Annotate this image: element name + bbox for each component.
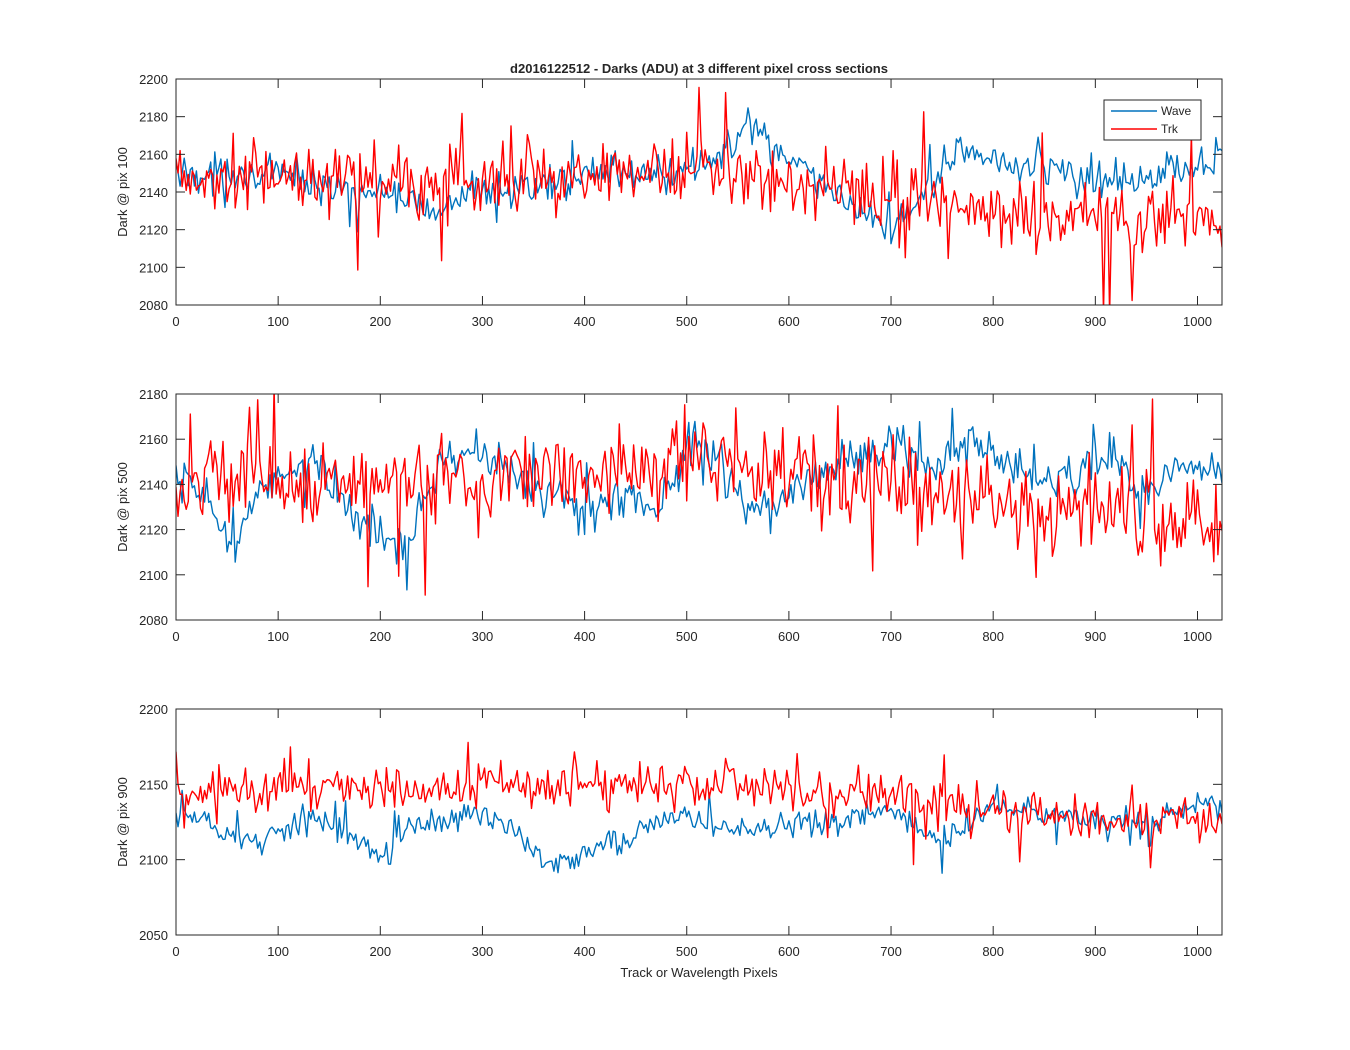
y-tick-label: 2160	[139, 432, 168, 447]
y-tick-label: 2200	[139, 72, 168, 87]
x-tick-label: 800	[982, 314, 1004, 329]
x-tick-label: 0	[172, 944, 179, 959]
y-tick-label: 2050	[139, 928, 168, 943]
chart-title: d2016122512 - Darks (ADU) at 3 different…	[510, 61, 888, 76]
subplot-1: 0 100 200 300 400 500 600 700 800 900 1000 2080 2100…	[115, 72, 1223, 329]
x-tick-label: 200	[369, 944, 391, 959]
series-line-trk	[176, 86, 1222, 305]
y-tick-label: 2200	[139, 702, 168, 717]
x-tick-label: 300	[472, 629, 494, 644]
x-tick-label: 900	[1084, 629, 1106, 644]
plot-area	[176, 709, 1222, 935]
y-tick-label: 2100	[139, 568, 168, 583]
x-tick-label: 300	[472, 944, 494, 959]
y-tick-label: 2140	[139, 185, 168, 200]
y-tick-label: 2120	[139, 223, 168, 238]
y-tick-label: 2180	[139, 387, 168, 402]
x-tick-label: 500	[676, 944, 698, 959]
legend: Wave Trk	[1103, 99, 1202, 141]
y-axis-label: Dark @ pix 900	[115, 777, 130, 867]
x-tick-label: 800	[982, 944, 1004, 959]
x-tick-label: 500	[676, 629, 698, 644]
x-tick-label: 1000	[1183, 314, 1212, 329]
x-tick-label: 900	[1084, 944, 1106, 959]
y-axis-label: Dark @ pix 100	[115, 147, 130, 237]
x-axis-label: Track or Wavelength Pixels	[620, 965, 778, 980]
legend-box	[1103, 99, 1202, 141]
series-line-wave	[176, 407, 1222, 591]
x-tick-label: 100	[267, 314, 289, 329]
y-tick-label: 2080	[139, 298, 168, 313]
y-tick-label: 2180	[139, 110, 168, 125]
subplot-3: 0 100 200 300 400 500 600 700 800 900 1000 2050 2100…	[115, 702, 1223, 959]
x-tick-label: 400	[574, 944, 596, 959]
series-line-wave	[176, 107, 1222, 245]
plot-area	[176, 79, 1222, 305]
y-tick-label: 2080	[139, 613, 168, 628]
series-line-trk	[176, 394, 1222, 596]
y-tick-label: 2100	[139, 260, 168, 275]
axes-box	[175, 708, 1223, 936]
x-tick-label: 500	[676, 314, 698, 329]
legend-label-trk: Trk	[1161, 122, 1179, 136]
x-tick-label: 1000	[1183, 629, 1212, 644]
x-tick-label: 200	[369, 314, 391, 329]
y-tick-label: 2120	[139, 523, 168, 538]
x-tick-label: 700	[880, 314, 902, 329]
x-tick-label: 700	[880, 944, 902, 959]
legend-label-wave: Wave	[1161, 104, 1192, 118]
axes-box	[175, 393, 1223, 621]
x-tick-label: 600	[778, 629, 800, 644]
x-tick-label: 200	[369, 629, 391, 644]
x-tick-label: 1000	[1183, 944, 1212, 959]
y-tick-label: 2140	[139, 477, 168, 492]
x-tick-label: 100	[267, 944, 289, 959]
subplot-2: 0 100 200 300 400 500 600 700 800 900 1000 2080 2100…	[115, 387, 1223, 644]
y-axis-label: Dark @ pix 500	[115, 462, 130, 552]
series-line-trk	[176, 741, 1222, 869]
x-tick-label: 600	[778, 944, 800, 959]
x-tick-label: 900	[1084, 314, 1106, 329]
x-tick-label: 800	[982, 629, 1004, 644]
x-tick-label: 300	[472, 314, 494, 329]
x-tick-label: 400	[574, 629, 596, 644]
y-tick-label: 2150	[139, 777, 168, 792]
y-tick-label: 2100	[139, 853, 168, 868]
x-tick-label: 600	[778, 314, 800, 329]
x-tick-label: 0	[172, 629, 179, 644]
x-tick-label: 700	[880, 629, 902, 644]
x-tick-label: 400	[574, 314, 596, 329]
x-tick-label: 0	[172, 314, 179, 329]
y-tick-label: 2160	[139, 147, 168, 162]
x-tick-label: 100	[267, 629, 289, 644]
